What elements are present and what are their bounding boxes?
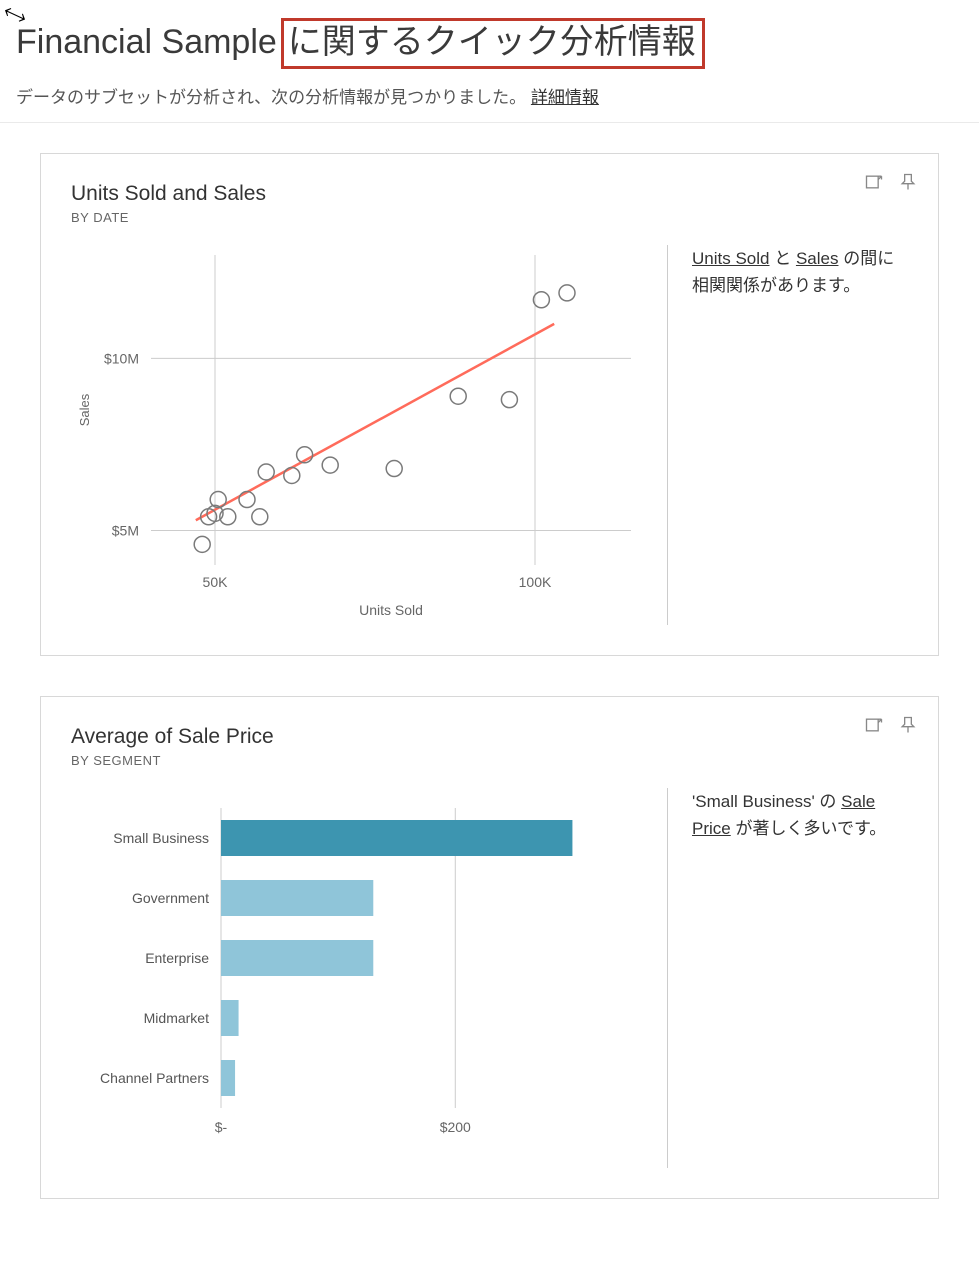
- bar[interactable]: [221, 820, 572, 856]
- chart-area: 50K 100K $5M $10M Units Sold Sales: [71, 245, 641, 625]
- insight-cards-container: Units Sold and Sales BY DATE 50K 100K $5M $10…: [0, 123, 979, 1269]
- bar-category-label: Midmarket: [144, 1010, 209, 1026]
- card-body: $- $200 Small Business Government Enterprise…: [71, 788, 908, 1168]
- insight-fragment: 'Small Business' の: [692, 792, 841, 811]
- svg-text:Sales: Sales: [77, 393, 92, 426]
- insight-card: Units Sold and Sales BY DATE 50K 100K $5M $10…: [40, 153, 939, 656]
- scatter-point[interactable]: [252, 508, 268, 524]
- svg-text:$200: $200: [440, 1119, 471, 1135]
- insight-fragment: が著しく多いです。: [731, 819, 887, 838]
- insight-text: Units Sold と Sales の間に相関関係があります。: [667, 245, 908, 625]
- card-title: Average of Sale Price: [71, 725, 908, 749]
- scatter-point[interactable]: [559, 284, 575, 300]
- insight-card: Average of Sale Price BY SEGMENT $- $200 Sma…: [40, 696, 939, 1199]
- subtitle-text: データのサブセットが分析され、次の分析情報が見つかりました。: [16, 88, 526, 107]
- bar[interactable]: [221, 880, 373, 916]
- scatter-point[interactable]: [501, 391, 517, 407]
- scatter-point[interactable]: [450, 388, 466, 404]
- card-subtitle: BY SEGMENT: [71, 753, 908, 768]
- hbar-chart: $- $200 Small Business Government Enterprise…: [71, 788, 641, 1168]
- bar-category-label: Government: [132, 890, 209, 906]
- page-title-prefix: Financial Sample: [16, 23, 277, 62]
- scatter-chart: 50K 100K $5M $10M Units Sold Sales: [71, 245, 641, 625]
- insight-text: 'Small Business' の Sale Price が著しく多いです。: [667, 788, 908, 1168]
- trend-line: [196, 323, 554, 519]
- bar-category-label: Enterprise: [145, 950, 209, 966]
- scatter-point[interactable]: [386, 460, 402, 476]
- card-subtitle: BY DATE: [71, 210, 908, 225]
- scatter-point[interactable]: [258, 464, 274, 480]
- scatter-point[interactable]: [533, 291, 549, 307]
- bar-category-label: Small Business: [113, 830, 209, 846]
- page-subtitle: データのサブセットが分析され、次の分析情報が見つかりました。 詳細情報: [16, 83, 963, 108]
- page-title-row: Financial Sample に関するクイック分析情報: [16, 18, 963, 69]
- card-actions: [864, 172, 918, 192]
- bar[interactable]: [221, 940, 373, 976]
- scatter-point[interactable]: [284, 467, 300, 483]
- scatter-point[interactable]: [194, 536, 210, 552]
- insight-fragment: と: [769, 249, 795, 268]
- insight-keyword[interactable]: Units Sold: [692, 249, 769, 268]
- bar[interactable]: [221, 1060, 235, 1096]
- svg-text:$-: $-: [215, 1119, 228, 1135]
- focus-mode-icon[interactable]: [864, 172, 884, 192]
- insight-keyword[interactable]: Sales: [796, 249, 839, 268]
- scatter-point[interactable]: [210, 491, 226, 507]
- svg-text:$5M: $5M: [112, 522, 139, 538]
- bar-category-label: Channel Partners: [100, 1070, 209, 1086]
- scatter-point[interactable]: [239, 491, 255, 507]
- learn-more-link[interactable]: 詳細情報: [531, 88, 599, 107]
- page-header: Financial Sample に関するクイック分析情報 データのサブセットが…: [0, 0, 979, 123]
- card-title: Units Sold and Sales: [71, 182, 908, 206]
- card-actions: [864, 715, 918, 735]
- page-title-highlighted: に関するクイック分析情報: [281, 18, 705, 69]
- pin-icon[interactable]: [898, 715, 918, 735]
- svg-text:$10M: $10M: [104, 350, 139, 366]
- card-body: 50K100K$5M$10MUnits SoldSalesUnits Sold …: [71, 245, 908, 625]
- svg-text:Units Sold: Units Sold: [359, 602, 423, 618]
- pin-icon[interactable]: [898, 172, 918, 192]
- svg-text:100K: 100K: [519, 574, 552, 590]
- focus-mode-icon[interactable]: [864, 715, 884, 735]
- chart-area: $- $200 Small Business Government Enterprise…: [71, 788, 641, 1168]
- svg-text:50K: 50K: [203, 574, 229, 590]
- bar[interactable]: [221, 1000, 239, 1036]
- scatter-point[interactable]: [322, 457, 338, 473]
